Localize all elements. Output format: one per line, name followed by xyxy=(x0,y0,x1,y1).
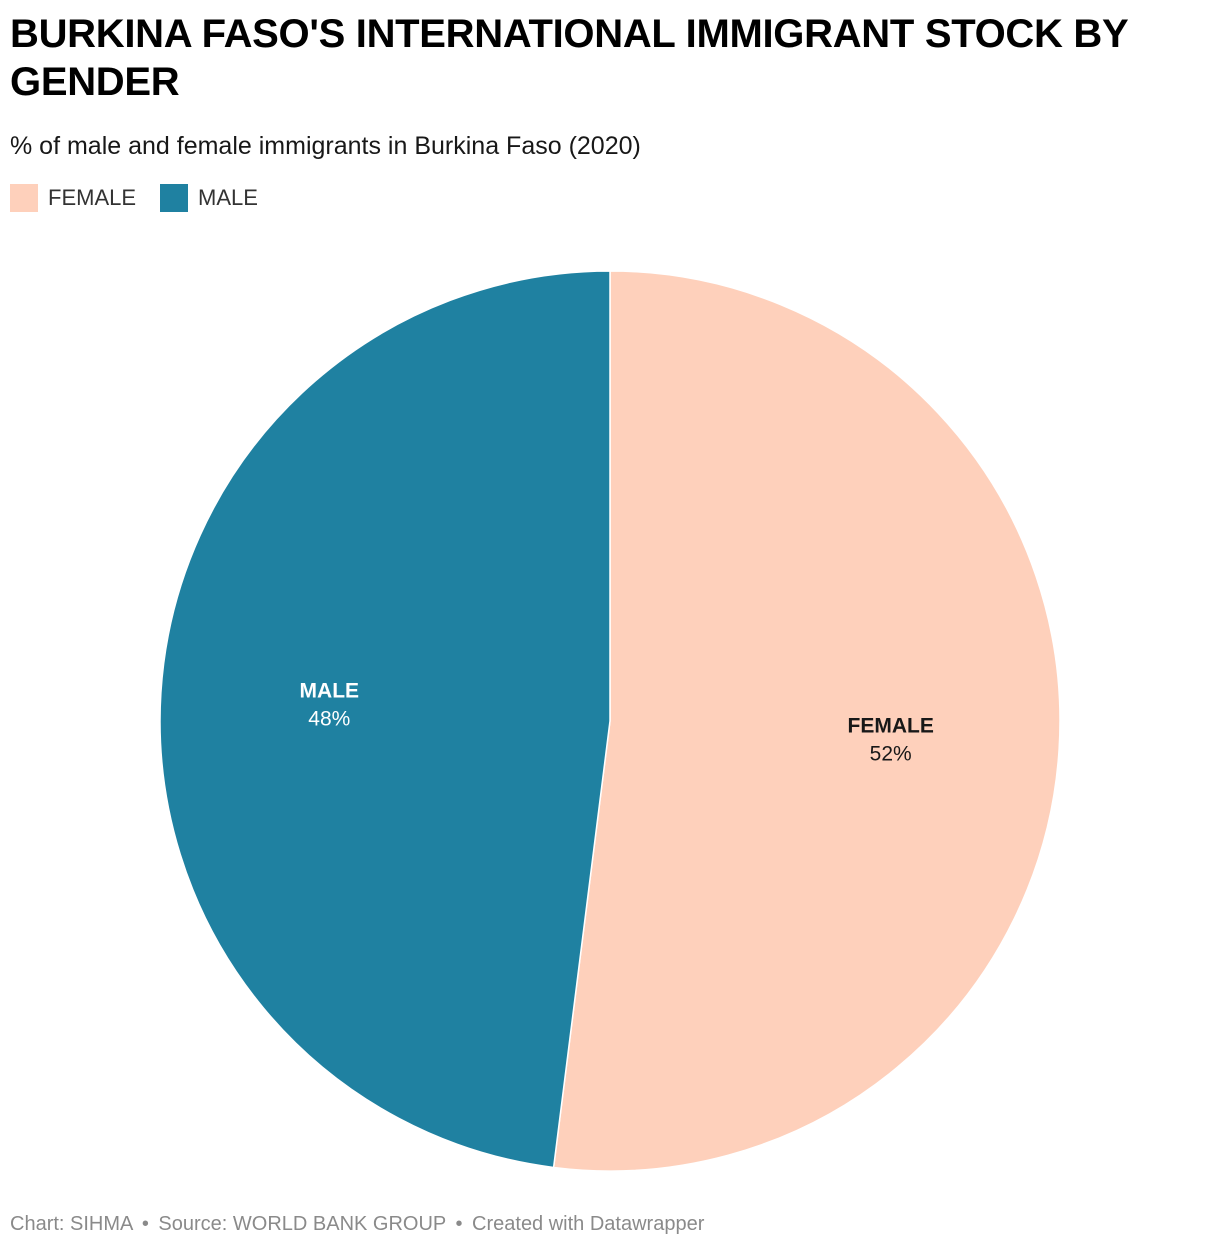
source-credit: Source: WORLD BANK GROUP xyxy=(158,1213,446,1235)
pie-slice-male xyxy=(159,270,611,1169)
legend-swatch-male xyxy=(160,184,189,212)
chart-title: BURKINA FASO'S INTERNATIONAL IMMIGRANT S… xyxy=(10,12,1128,104)
slice-label-female: FEMALE xyxy=(848,715,934,738)
slice-value-female: 52% xyxy=(870,743,912,766)
chart-footer: Chart: SIHMA • Source: WORLD BANK GROUP … xyxy=(10,1210,704,1238)
created-with-credit: Created with Datawrapper xyxy=(472,1213,705,1235)
slice-label-male: MALE xyxy=(300,679,360,702)
slice-value-male: 48% xyxy=(308,707,350,730)
footer-separator: • xyxy=(455,1213,463,1235)
chart-credit: Chart: SIHMA xyxy=(10,1213,133,1235)
chart-legend: FEMALE MALE xyxy=(10,183,282,213)
legend-swatch-female xyxy=(10,184,38,212)
pie-chart: FEMALE 52% MALE 48% xyxy=(159,270,1061,1172)
legend-label-male: MALE xyxy=(198,185,258,210)
pie-chart-area: FEMALE 52% MALE 48% xyxy=(0,230,1220,1190)
footer-separator: • xyxy=(141,1213,149,1235)
pie-slice-female xyxy=(552,270,1061,1172)
legend-item-male: MALE xyxy=(160,184,258,212)
legend-label-female: FEMALE xyxy=(48,185,137,210)
chart-subtitle: % of male and female immigrants in Burki… xyxy=(10,132,641,160)
legend-item-female: FEMALE xyxy=(10,184,136,212)
